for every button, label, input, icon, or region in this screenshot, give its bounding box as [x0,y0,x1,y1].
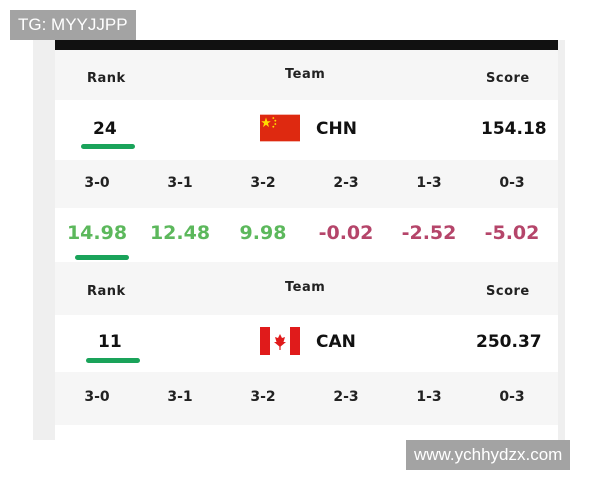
team-code: CAN [316,332,356,352]
underline-mark [81,144,135,149]
outcome-label: 3-0 [84,389,110,405]
rank-value: 11 [98,332,122,352]
watermark-bottom: www.ychhydzx.com [406,440,571,470]
team-row-can[interactable]: 11 CAN 250.37 [55,315,558,372]
outcome-value: 12.48 [149,222,211,244]
outcome-value: 14.98 [66,222,128,244]
score-value: 250.37 [476,332,542,352]
rank-header: Rank [87,71,126,86]
rank-header: Rank [87,284,126,299]
outcome-label: 1-3 [416,389,442,405]
underline-mark [86,358,140,363]
team-code: CHN [316,119,357,139]
outcome-label: 1-3 [416,175,442,191]
outcome-label: 0-3 [499,175,525,191]
underline-mark [75,255,129,260]
rank-value: 24 [93,119,117,139]
outcome-value: 9.98 [239,222,287,244]
outcome-header-row: 3-0 3-1 3-2 2-3 1-3 0-3 [55,372,558,425]
canada-flag-icon [260,327,300,355]
outcome-header-row: 3-0 3-1 3-2 2-3 1-3 0-3 [55,160,558,208]
outcome-value: -5.02 [484,222,540,244]
outcome-label: 3-1 [167,175,193,191]
outcome-label: 3-2 [250,389,276,405]
team-row-chn[interactable]: 24 CHN 154.18 [55,100,558,160]
ranking-card: Rank Team Score 24 CHN 154.18 3-0 3-1 3-… [55,40,558,440]
outcome-label: 2-3 [333,175,359,191]
team-header: Team [285,67,326,82]
score-header: Score [486,284,530,299]
header-row: Rank Team Score [55,262,558,315]
score-value: 154.18 [481,119,547,139]
outcome-label: 2-3 [333,389,359,405]
outcome-label: 3-2 [250,175,276,191]
outcome-label: 3-0 [84,175,110,191]
header-row: Rank Team Score [55,50,558,100]
team-header: Team [285,280,326,295]
outcome-label: 0-3 [499,389,525,405]
outcome-value: -2.52 [401,222,457,244]
outcome-label: 3-1 [167,389,193,405]
outcome-values-row: 14.98 12.48 9.98 -0.02 -2.52 -5.02 [55,208,558,262]
top-bar [55,40,558,50]
score-header: Score [486,71,530,86]
watermark-top: TG: MYYJJPP [10,10,136,40]
china-flag-icon [260,114,300,142]
outcome-value: -0.02 [318,222,374,244]
